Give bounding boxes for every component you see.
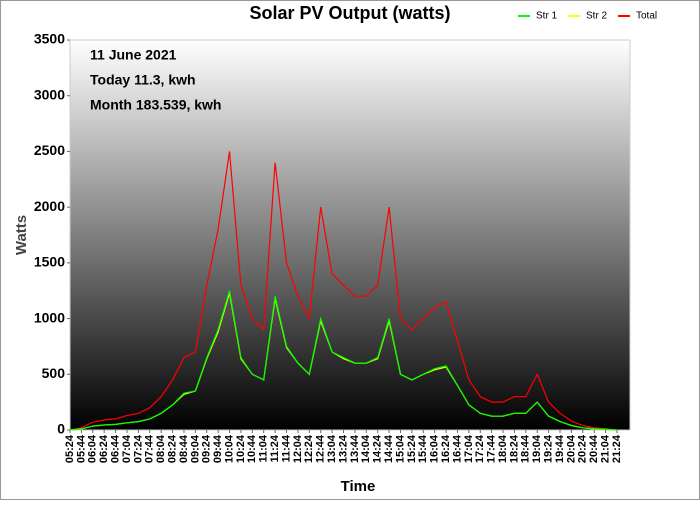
x-tick-label: 14:24 [372, 434, 384, 463]
y-tick-label: 500 [42, 365, 66, 381]
x-tick-label: 06:24 [98, 434, 110, 463]
x-tick-label: 12:04 [292, 434, 304, 463]
x-tick-label: 11:04 [258, 434, 270, 462]
y-axis-label: Watts [13, 215, 30, 255]
x-tick-label: 09:44 [212, 434, 224, 463]
x-tick-label: 10:04 [223, 434, 235, 463]
y-tick-label: 1000 [34, 309, 65, 325]
x-tick-label: 19:44 [554, 434, 566, 463]
x-tick-label: 09:04 [189, 434, 201, 463]
x-tick-label: 12:44 [315, 434, 327, 463]
x-tick-label: 15:24 [406, 434, 418, 463]
x-tick-label: 17:04 [463, 434, 475, 463]
x-tick-label: 13:24 [337, 434, 349, 463]
x-tick-label: 06:04 [87, 434, 99, 463]
x-tick-label: 20:44 [588, 434, 600, 463]
y-tick-label: 3000 [34, 86, 65, 102]
x-tick-label: 08:44 [178, 434, 190, 463]
series-line [69, 290, 618, 431]
x-tick-label: 17:24 [474, 434, 486, 463]
x-axis-label: Time [341, 478, 376, 495]
x-tick-label: 20:04 [565, 434, 577, 463]
annotation: 11 June 2021 [90, 47, 177, 63]
x-tick-label: 16:44 [451, 434, 463, 463]
legend: Str 1 Str 2 Total [518, 11, 657, 22]
x-tick-label: 18:44 [520, 434, 532, 463]
plot-area [69, 39, 631, 431]
x-tick-label: 13:04 [326, 434, 338, 463]
y-tick-label: 0 [57, 421, 65, 437]
x-tick-label: 19:04 [531, 434, 543, 463]
x-tick-label: 14:04 [360, 434, 372, 463]
x-tick-label: 05:24 [64, 434, 76, 463]
x-tick-label: 06:44 [109, 434, 121, 463]
x-tick-label: 17:44 [486, 434, 498, 463]
annotation: Today 11.3, kwh [90, 72, 196, 88]
x-tick-label: 07:24 [132, 434, 144, 463]
legend-label: Total [636, 11, 657, 22]
x-tick-label: 10:44 [246, 434, 258, 463]
x-tick-label: 18:24 [508, 434, 520, 463]
legend-label: Str 2 [586, 11, 608, 22]
y-tick-label: 2500 [34, 142, 65, 158]
x-tick-label: 20:24 [577, 434, 589, 463]
x-tick-label: 08:24 [166, 434, 178, 463]
x-tick-label: 10:24 [235, 434, 247, 463]
x-tick-label: 13:44 [349, 434, 361, 463]
x-tick-label: 21:24 [611, 434, 623, 463]
x-tick-label: 08:04 [155, 434, 167, 463]
x-tick-label: 16:04 [429, 434, 441, 463]
x-tick-label: 11:44 [280, 434, 292, 462]
x-tick-label: 21:04 [600, 434, 612, 463]
legend-label: Str 1 [536, 11, 558, 22]
x-tick-label: 19:24 [543, 434, 555, 463]
chart-title: Solar PV Output (watts) [249, 3, 450, 23]
series-line [69, 151, 618, 431]
x-tick-label: 07:04 [121, 434, 133, 463]
x-tick-label: 18:04 [497, 434, 509, 463]
x-tick-label: 09:24 [201, 434, 213, 463]
x-tick-label: 15:44 [417, 434, 429, 463]
annotation: Month 183.539, kwh [90, 97, 221, 113]
y-tick-label: 2000 [34, 198, 65, 214]
x-tick-label: 16:24 [440, 434, 452, 463]
x-tick-label: 12:24 [303, 434, 315, 463]
x-tick-label: 14:44 [383, 434, 395, 463]
x-tick-label: 07:44 [144, 434, 156, 463]
x-tick-label: 15:04 [394, 434, 406, 463]
x-tick-label: 11:24 [269, 434, 281, 462]
x-tick-label: 05:44 [75, 434, 87, 463]
y-tick-label: 3500 [34, 31, 65, 47]
y-tick-label: 1500 [34, 254, 65, 270]
